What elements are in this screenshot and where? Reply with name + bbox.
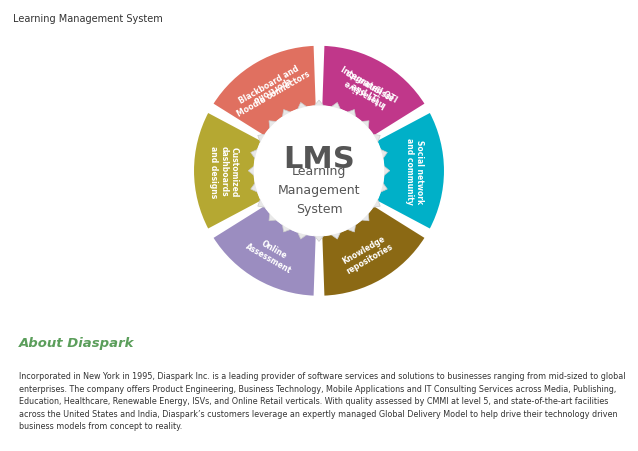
Wedge shape	[376, 112, 445, 230]
Text: Incorporated in New York in 1995, Diaspark Inc. is a leading provider of softwar: Incorporated in New York in 1995, Diaspa…	[19, 371, 625, 430]
Wedge shape	[322, 46, 426, 137]
Text: Social network
and community: Social network and community	[404, 138, 424, 205]
Wedge shape	[322, 206, 426, 297]
Wedge shape	[193, 112, 262, 230]
Text: Learning
Management
System: Learning Management System	[278, 164, 360, 215]
Wedge shape	[322, 46, 426, 137]
Text: LMS: LMS	[283, 145, 355, 174]
Circle shape	[258, 110, 380, 233]
Text: Customized
dashboards
and designs: Customized dashboards and designs	[209, 145, 239, 198]
Wedge shape	[212, 46, 316, 137]
Wedge shape	[212, 46, 316, 137]
Text: Online
Assessment: Online Assessment	[244, 233, 299, 275]
Text: About Diaspark: About Diaspark	[19, 336, 135, 349]
Polygon shape	[248, 101, 390, 242]
Text: Integrated QTI
and LTi: Integrated QTI and LTi	[334, 65, 399, 113]
Wedge shape	[212, 206, 316, 297]
Text: Interactive
assignments: Interactive assignments	[338, 67, 395, 111]
Text: Blackboard and
Moodle connectors: Blackboard and Moodle connectors	[231, 60, 312, 118]
Text: eportfolio: eportfolio	[251, 74, 292, 104]
Text: Knowledge
repositories: Knowledge repositories	[339, 232, 394, 275]
Text: Learning Management System: Learning Management System	[13, 14, 163, 23]
Circle shape	[255, 107, 383, 236]
